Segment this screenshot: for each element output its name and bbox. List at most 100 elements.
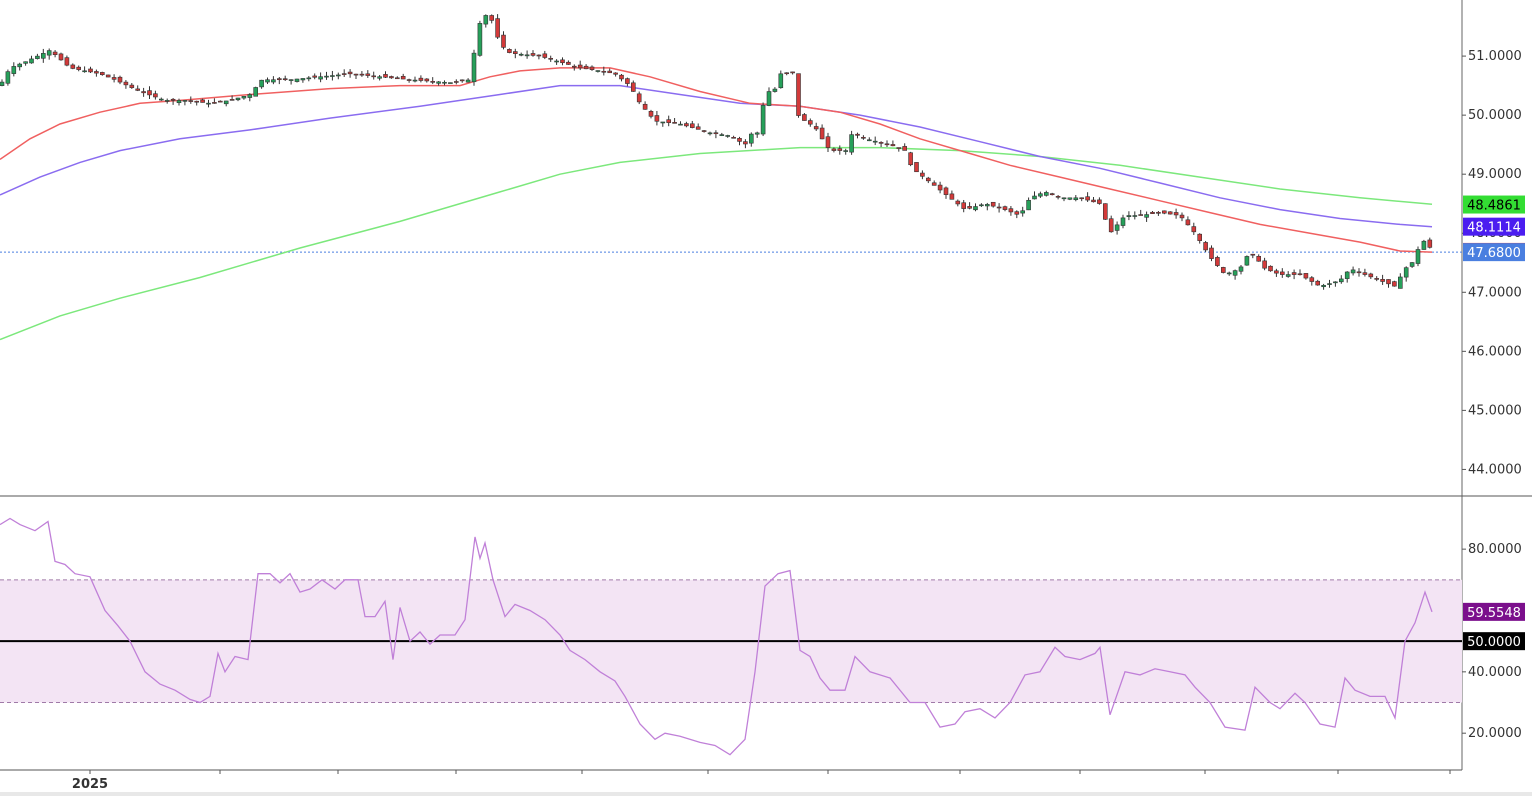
candle-body: [1126, 215, 1132, 217]
candle-body: [855, 133, 860, 136]
candle-body: [784, 72, 790, 75]
candle-body: [1291, 272, 1297, 275]
candle-body: [560, 59, 565, 64]
candle-body: [819, 127, 825, 140]
candle-body: [642, 103, 648, 110]
candle-body: [731, 136, 736, 139]
candle-body: [1032, 195, 1037, 200]
price-tick-label: 44.0000: [1468, 462, 1522, 477]
candle-body: [1179, 214, 1185, 219]
price-badge-label: 48.4861: [1467, 199, 1521, 214]
candle-body: [1268, 265, 1273, 272]
price-tick-label: 47.0000: [1468, 285, 1522, 300]
rsi-last-badge: 59.5548: [1463, 602, 1525, 621]
candle-body: [17, 63, 23, 68]
candle-body: [772, 88, 778, 92]
candle-body: [925, 177, 931, 182]
candle-body: [678, 123, 683, 126]
candle-body: [684, 123, 689, 127]
candle-body: [648, 111, 654, 117]
candle-body: [147, 90, 152, 96]
candle-body: [530, 53, 536, 56]
candle-body: [725, 135, 731, 137]
candle-body: [707, 132, 713, 135]
candle-body: [288, 79, 294, 81]
candle-body: [595, 70, 601, 72]
candle-body: [1250, 253, 1256, 256]
candle-body: [825, 136, 831, 148]
candle-body: [412, 79, 418, 82]
price-badge-bg: [1463, 243, 1525, 262]
candle-body: [76, 66, 81, 70]
candle-body: [448, 82, 453, 84]
candle-body: [111, 77, 117, 80]
candle-body: [1415, 249, 1421, 264]
candle-body: [849, 134, 854, 153]
candle-body: [1067, 197, 1073, 200]
osc-tick-label: 40.0000: [1468, 665, 1522, 680]
candle-body: [872, 140, 878, 143]
candle-body: [1215, 257, 1220, 266]
candle-body: [984, 204, 990, 207]
candle-body: [1232, 270, 1238, 276]
candle-body: [94, 71, 99, 74]
candle-body: [495, 18, 500, 38]
candle-body: [1144, 214, 1149, 218]
oscillator-marks: [0, 517, 1433, 756]
ma-red-line: [0, 67, 1433, 253]
candle-body: [1008, 208, 1014, 213]
rsi-mid-badge-bg: [1463, 632, 1525, 651]
candle-body: [1185, 219, 1191, 226]
candle-body: [182, 100, 188, 102]
price-tick-label: 45.0000: [1468, 403, 1522, 418]
osc-tick-label: 20.0000: [1468, 726, 1522, 741]
candle-body: [442, 81, 447, 84]
candle-body: [542, 53, 548, 58]
candle-body: [1398, 276, 1403, 289]
candle-body: [666, 119, 672, 123]
oscillator-panel: [0, 579, 1462, 771]
candle-body: [1256, 255, 1261, 262]
candle-body: [1167, 211, 1173, 215]
candle-body: [46, 50, 52, 56]
candle-body: [1309, 277, 1315, 282]
candle-body: [636, 93, 642, 103]
candle-body: [223, 100, 229, 105]
candle-body: [477, 23, 483, 56]
price-badge-label: 48.1114: [1467, 221, 1521, 236]
candle-body: [123, 81, 129, 86]
candle-body: [489, 15, 495, 21]
candle-body: [259, 79, 264, 88]
candle-body: [276, 78, 282, 81]
candle-body: [1173, 212, 1179, 216]
candle-body: [235, 97, 241, 101]
candle-body: [607, 70, 613, 74]
candle-body: [571, 65, 577, 68]
price-tick-label: 46.0000: [1468, 344, 1522, 359]
candle-body: [1327, 283, 1332, 285]
candle-body: [1374, 278, 1379, 280]
candle-body: [955, 200, 961, 205]
candle-body: [300, 78, 306, 81]
candle-body: [117, 76, 123, 83]
candle-body: [330, 75, 335, 77]
candle-body: [153, 93, 158, 98]
candle-body: [630, 82, 636, 92]
candle-body: [548, 57, 554, 60]
candle-body: [748, 133, 754, 144]
candle-body: [341, 73, 347, 75]
candle-body: [512, 51, 518, 54]
candle-body: [660, 121, 666, 124]
candle-body: [324, 75, 329, 78]
candle-body: [194, 100, 199, 103]
candle-body: [436, 81, 441, 84]
rsi-last-badge-bg: [1463, 602, 1525, 621]
candle-body: [719, 134, 725, 136]
candle-body: [1091, 199, 1096, 203]
rsi-mid-badge-label: 50.0000: [1467, 635, 1521, 650]
main-price-marks: [0, 14, 1462, 341]
candle-body: [967, 206, 972, 209]
candle-body: [188, 100, 194, 102]
candle-body: [141, 91, 146, 94]
